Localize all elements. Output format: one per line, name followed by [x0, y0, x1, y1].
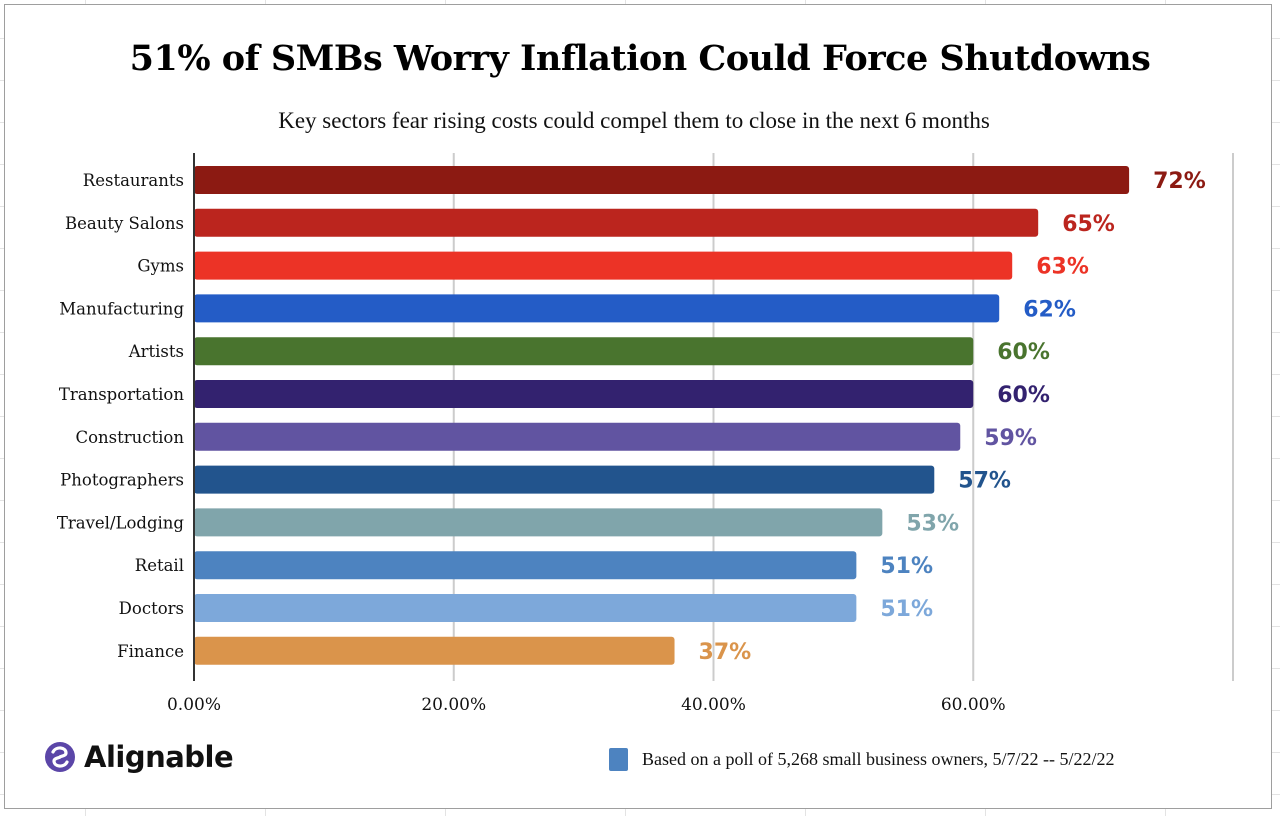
category-label: Beauty Salons: [65, 214, 184, 233]
value-label: 59%: [984, 426, 1037, 451]
category-label: Travel/Lodging: [57, 513, 185, 532]
category-label: Doctors: [119, 599, 184, 618]
category-label: Photographers: [60, 471, 184, 490]
chart-title: 51% of SMBs Worry Inflation Could Force …: [129, 38, 1151, 79]
alignable-logo: Alignable: [44, 740, 234, 774]
category-label: Restaurants: [83, 171, 184, 190]
bar-travel-lodging[interactable]: [194, 508, 883, 537]
value-label: 65%: [1062, 212, 1115, 237]
chart-subtitle: Key sectors fear rising costs could comp…: [278, 108, 990, 133]
x-tick-labels: 0.00% 20.00% 40.00% 60.00%: [167, 695, 1006, 715]
x-tick-label: 60.00%: [941, 695, 1006, 715]
category-label: Construction: [75, 428, 184, 447]
category-labels: Restaurants Beauty Salons Gyms Manufacturin…: [57, 171, 185, 661]
category-label: Retail: [135, 556, 184, 575]
bar-construction[interactable]: [194, 422, 961, 451]
legend-swatch: [609, 748, 628, 771]
value-label: 60%: [997, 340, 1050, 365]
value-label: 51%: [880, 554, 933, 579]
value-label: 53%: [906, 511, 959, 536]
bar-doctors[interactable]: [194, 594, 857, 622]
legend-text: Based on a poll of 5,268 small business …: [642, 749, 1115, 769]
x-tick-label: 0.00%: [167, 695, 221, 715]
bar-gyms[interactable]: [194, 251, 1013, 280]
bar-beauty-salons[interactable]: [194, 208, 1039, 237]
alignable-logo-text: Alignable: [84, 740, 234, 774]
bar-photographers[interactable]: [194, 465, 935, 494]
category-label: Transportation: [59, 385, 185, 404]
category-label: Manufacturing: [59, 299, 184, 318]
gridlines: [452, 153, 1234, 681]
bar-artists[interactable]: [194, 337, 974, 366]
value-label: 63%: [1036, 255, 1089, 280]
category-label: Artists: [128, 342, 184, 361]
value-label: 60%: [997, 383, 1050, 408]
bar-transportation[interactable]: [194, 380, 974, 408]
value-label: 62%: [1023, 297, 1076, 322]
value-label: 72%: [1153, 169, 1206, 194]
category-label: Finance: [117, 642, 184, 661]
bars: [194, 166, 1130, 665]
bar-restaurants[interactable]: [194, 166, 1130, 194]
category-label: Gyms: [137, 257, 184, 276]
value-labels: 72% 65% 63% 62% 60% 60% 59% 57% 53% 51% 51% 37%: [699, 169, 1206, 665]
chart-legend: Based on a poll of 5,268 small business …: [609, 748, 1114, 771]
alignable-logo-icon: [45, 742, 75, 772]
value-label: 57%: [958, 469, 1011, 494]
bar-manufacturing[interactable]: [194, 294, 1000, 323]
value-label: 37%: [699, 640, 752, 665]
x-tick-label: 20.00%: [421, 695, 486, 715]
x-tick-label: 40.00%: [681, 695, 746, 715]
bar-finance[interactable]: [194, 636, 675, 665]
bar-retail[interactable]: [194, 551, 857, 580]
value-label: 51%: [880, 597, 933, 622]
